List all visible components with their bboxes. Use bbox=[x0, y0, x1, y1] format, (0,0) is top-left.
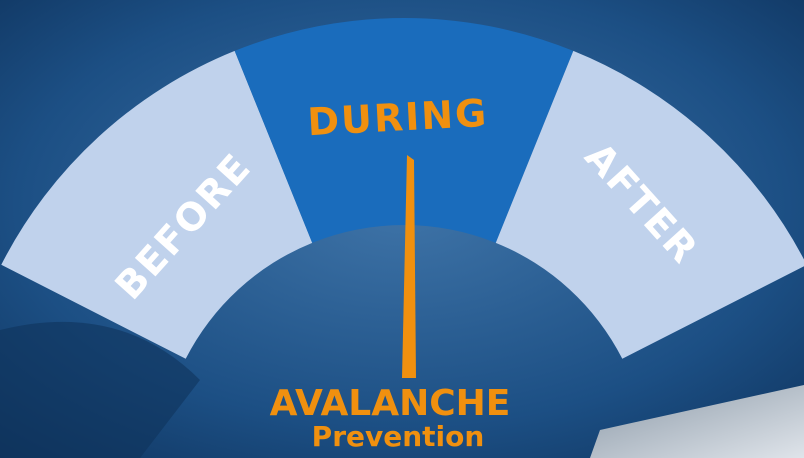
needle bbox=[402, 155, 416, 378]
title-main: AVALANCHE bbox=[270, 383, 511, 424]
gauge bbox=[1, 17, 804, 359]
gauge-segment bbox=[1, 50, 313, 359]
gauge-segment bbox=[234, 17, 574, 243]
during-label: DURING bbox=[306, 91, 489, 144]
title-sub: Prevention bbox=[312, 420, 485, 453]
mountain-snow bbox=[590, 385, 804, 458]
gauge-segment bbox=[495, 50, 804, 359]
mountain-shadow bbox=[0, 321, 200, 458]
